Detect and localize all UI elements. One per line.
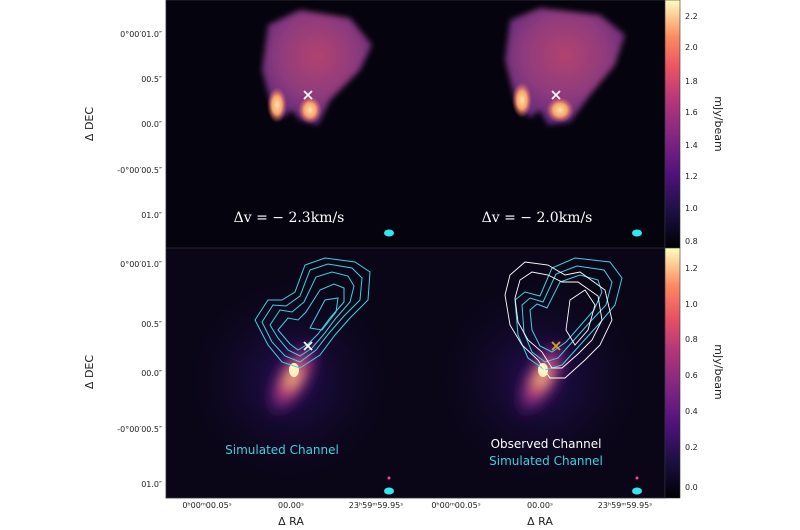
simulated-contours	[514, 257, 623, 371]
panel-top-left: Δv = − 2.3km/s	[166, 0, 415, 248]
colorbar-tick: 0.0	[685, 483, 698, 492]
beam-ellipse	[384, 487, 394, 495]
legend-simulated: Simulated Channel	[225, 443, 339, 457]
colorbar-tick: 0.4	[685, 407, 698, 416]
source-marker	[551, 341, 561, 351]
colorbar-tick: 2.0	[685, 43, 698, 52]
x-axis-label-right: Δ RA	[527, 515, 553, 528]
x-tick-label: 00.00ˢ	[527, 501, 553, 510]
y-ticks-bottom: 0°00′01.0″ 00.5″ 00.0″ -0°00′00.5″ 01.0″	[117, 260, 162, 489]
panel-top-right: Δv = − 2.0km/s	[415, 0, 665, 248]
y-tick-label: 00.0″	[141, 369, 162, 378]
colorbar-gradient	[664, 0, 681, 249]
y-tick-label: 00.5″	[141, 75, 162, 84]
y-tick-label: 00.0″	[141, 120, 162, 129]
beam-marker	[387, 476, 391, 480]
beam-ellipse	[384, 229, 394, 237]
colorbar-tick: 0.8	[685, 335, 698, 344]
emission-peak-left	[267, 87, 287, 123]
colorbar-gradient	[664, 247, 681, 499]
observed-contours	[504, 261, 613, 379]
beam-ellipse	[632, 487, 642, 495]
colorbar-label: mJy/beam	[712, 96, 725, 151]
x-tick-label: 23ʰ59ᵐ59.95ˢ	[349, 501, 403, 510]
velocity-label: Δv = − 2.3km/s	[234, 210, 345, 226]
emission-blob	[262, 10, 372, 125]
colorbar-tick: 0.8	[685, 237, 698, 246]
source-marker	[303, 90, 313, 100]
source-marker	[551, 90, 561, 100]
colorbar-ticks: 2.2 2.0 1.8 1.6 1.4 1.2 1.0 0.8	[685, 12, 698, 246]
colorbar-bottom: 1.2 1.0 0.8 0.6 0.4 0.2 0.0 mJy/beam	[664, 247, 725, 499]
colorbar-tick: 1.8	[685, 77, 698, 86]
y-axis-label-top: Δ DEC	[83, 107, 96, 141]
y-ticks-top: 0°00′01.0″ 00.5″ 00.0″ -0°00′00.5″ 01.0″	[117, 30, 162, 220]
emission-peak-right	[546, 97, 574, 123]
simulated-contours	[254, 257, 371, 369]
emission-blob	[505, 8, 625, 125]
y-tick-label: 01.0″	[141, 211, 162, 220]
y-tick-label: -0°00′00.5″	[117, 166, 162, 175]
y-tick-label: 01.0″	[141, 480, 162, 489]
panel-bottom-left: Simulated Channel	[166, 248, 415, 498]
colorbar-top: 2.2 2.0 1.8 1.6 1.4 1.2 1.0 0.8 mJy/beam	[664, 0, 725, 249]
colorbar-ticks: 1.2 1.0 0.8 0.6 0.4 0.2 0.0	[685, 264, 698, 492]
colorbar-label: mJy/beam	[712, 344, 725, 399]
legend-observed: Observed Channel	[491, 437, 602, 451]
velocity-label: Δv = − 2.0km/s	[482, 210, 593, 226]
legend-simulated: Simulated Channel	[489, 454, 603, 468]
colorbar-tick: 1.2	[685, 264, 698, 273]
y-tick-label: -0°00′00.5″	[117, 425, 162, 434]
colorbar-tick: 0.6	[685, 371, 698, 380]
x-tick-label: 23ʰ59ᵐ59.95ˢ	[598, 501, 652, 510]
x-tick-label: 0ʰ00ᵐ00.05ˢ	[182, 501, 231, 510]
colorbar-tick: 0.2	[685, 443, 698, 452]
colorbar-tick: 1.0	[685, 204, 698, 213]
colorbar-tick: 1.4	[685, 141, 698, 150]
emission-peak-right	[298, 96, 322, 124]
y-axis-label-bottom: Δ DEC	[83, 355, 96, 389]
y-tick-label: 00.5″	[141, 320, 162, 329]
y-tick-label: 0°00′01.0″	[120, 260, 162, 269]
x-ticks-left: 0ʰ00ᵐ00.05ˢ 00.00ˢ 23ʰ59ᵐ59.95ˢ	[182, 501, 403, 510]
colorbar-tick: 1.6	[685, 108, 698, 117]
colorbar-tick: 1.0	[685, 300, 698, 309]
beam-marker	[635, 476, 639, 480]
emission-peak-left	[512, 82, 532, 118]
beam-ellipse	[632, 229, 642, 237]
disk-emission	[512, 335, 572, 421]
x-tick-label: 0ʰ00ᵐ00.05ˢ	[431, 501, 480, 510]
x-ticks-right: 0ʰ00ᵐ00.05ˢ 00.00ˢ 23ʰ59ᵐ59.95ˢ	[431, 501, 652, 510]
x-axis-label-left: Δ RA	[278, 515, 304, 528]
y-tick-label: 0°00′01.0″	[120, 30, 162, 39]
colorbar-tick: 1.2	[685, 172, 698, 181]
x-tick-label: 00.00ˢ	[278, 501, 304, 510]
colorbar-tick: 2.2	[685, 12, 698, 21]
source-marker	[303, 341, 313, 351]
panel-bottom-right: Observed Channel Simulated Channel	[415, 248, 665, 498]
